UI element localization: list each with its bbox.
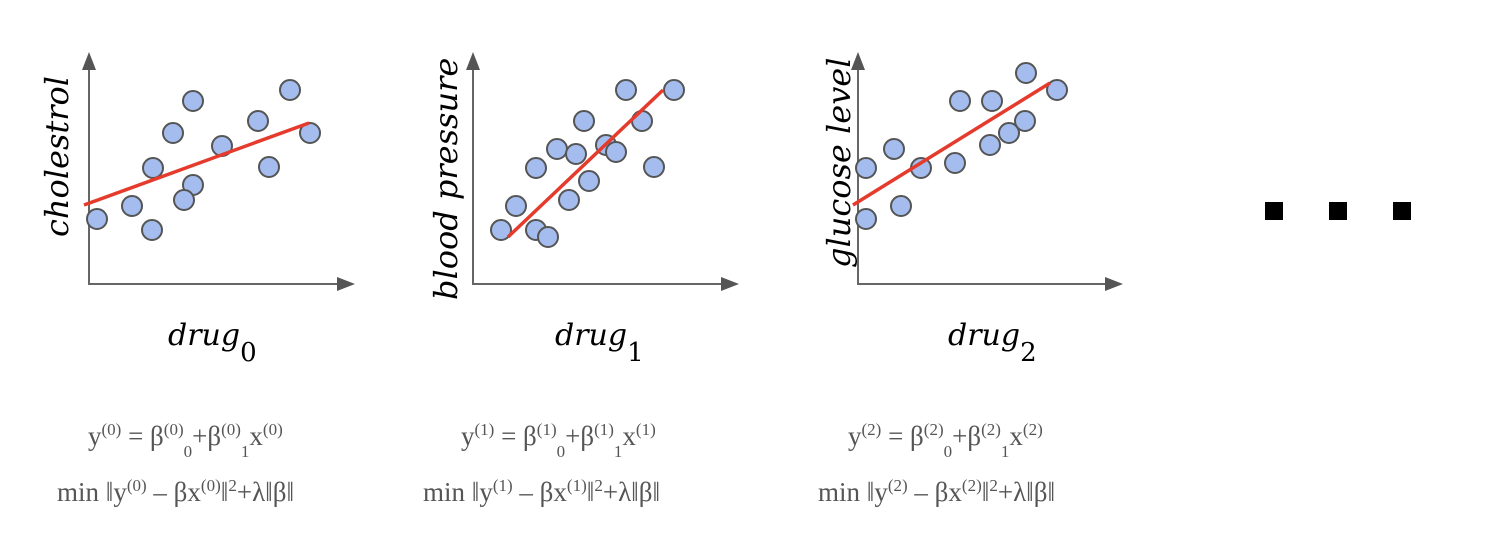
data-point: [247, 110, 269, 132]
panel-0-loss-equation: min ‖y(0) – βx(0)‖2+λ‖β‖: [57, 476, 295, 507]
panel-2-axes: [851, 52, 1123, 291]
x-axis-arrow-icon: [1105, 277, 1123, 291]
data-point: [258, 156, 280, 178]
panel-2-xlabel: drug2: [948, 318, 1037, 368]
xlabel-subscript: 1: [627, 338, 644, 368]
data-point: [1015, 62, 1037, 84]
data-point: [578, 170, 600, 192]
data-point: [142, 157, 164, 179]
panel-1-fit-line: [506, 88, 665, 239]
data-point: [121, 195, 143, 217]
data-point: [1014, 110, 1036, 132]
x-axis-arrow-icon: [337, 277, 355, 291]
panel-2-loss-equation: min ‖y(2) – βx(2)‖2+λ‖β‖: [818, 476, 1056, 507]
data-point: [855, 157, 877, 179]
data-point: [615, 79, 637, 101]
y-axis-arrow-icon: [466, 52, 480, 70]
panel-2-model-equation: y(2) = β(2)0+β(2)1x(2): [848, 420, 1043, 461]
data-point: [565, 143, 587, 165]
panel-1-ylabel: blood pressure: [427, 58, 465, 300]
data-point: [890, 195, 912, 217]
data-point: [490, 219, 512, 241]
xlabel-subscript: 2: [1020, 338, 1037, 368]
data-point: [631, 110, 653, 132]
data-point: [525, 157, 547, 179]
data-point: [537, 226, 559, 248]
panel-0-points: [86, 79, 321, 241]
ellipsis-square-icon: [1265, 202, 1283, 220]
panel-1-axes: [466, 52, 739, 291]
data-point: [1046, 79, 1068, 101]
ellipsis-square-icon: [1393, 202, 1411, 220]
data-point: [643, 156, 665, 178]
data-point: [182, 90, 204, 112]
data-point: [546, 138, 568, 160]
data-point: [573, 110, 595, 132]
xlabel-subscript: 0: [240, 338, 257, 368]
x-axis-arrow-icon: [721, 277, 739, 291]
data-point: [86, 208, 108, 230]
xlabel-text: drug: [555, 318, 628, 353]
panel-2-fit-line: [852, 81, 1051, 207]
data-point: [998, 122, 1020, 144]
data-point: [279, 79, 301, 101]
data-point: [505, 195, 527, 217]
xlabel-text: drug: [948, 318, 1021, 353]
panel-0-model-equation: y(0) = β(0)0+β(0)1x(0): [88, 420, 283, 461]
data-point: [141, 219, 163, 241]
y-axis-arrow-icon: [851, 52, 865, 70]
panel-2-points: [855, 62, 1068, 230]
data-point: [981, 90, 1003, 112]
panel-0-ylabel: cholestrol: [38, 76, 76, 237]
panel-1-xlabel: drug1: [555, 318, 644, 368]
panel-1-loss-equation: min ‖y(1) – βx(1)‖2+λ‖β‖: [423, 476, 661, 507]
data-point: [173, 189, 195, 211]
panel-1-model-equation: y(1) = β(1)0+β(1)1x(1): [461, 420, 656, 461]
data-point: [883, 138, 905, 160]
panel-0-fit-line: [83, 121, 310, 207]
data-point: [949, 90, 971, 112]
y-axis-arrow-icon: [82, 52, 96, 70]
data-point: [944, 152, 966, 174]
ellipsis-square-icon: [1329, 202, 1347, 220]
data-point: [979, 134, 1001, 156]
data-point: [299, 122, 321, 144]
panel-0-axes: [82, 52, 355, 291]
data-point: [558, 189, 580, 211]
data-point: [605, 141, 627, 163]
panel-0-xlabel: drug0: [168, 318, 257, 368]
xlabel-text: drug: [168, 318, 241, 353]
panel-2-ylabel: glucose level: [820, 58, 858, 268]
data-point: [663, 79, 685, 101]
data-point: [855, 208, 877, 230]
data-point: [162, 122, 184, 144]
